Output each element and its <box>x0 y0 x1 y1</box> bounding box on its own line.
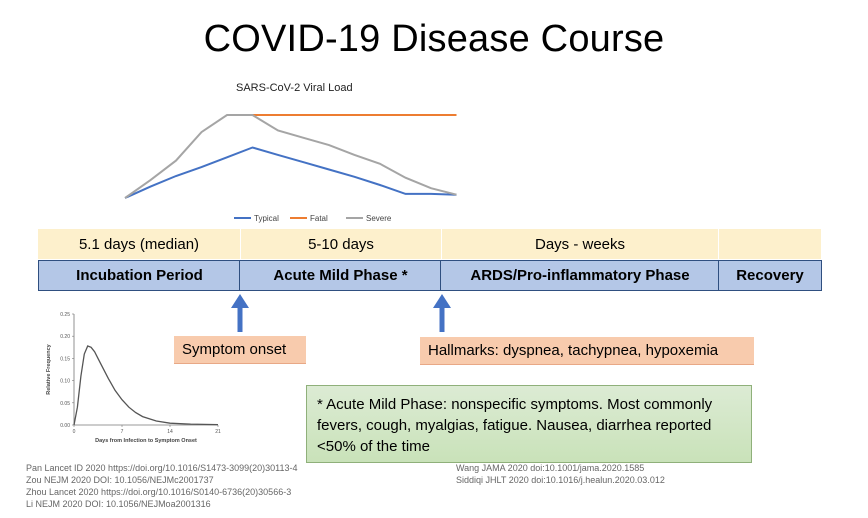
up-arrow-icon <box>433 294 451 332</box>
reference: Siddiqi JHLT 2020 doi:10.1016/j.healun.2… <box>456 475 665 485</box>
x-axis-label: Days from Infection to Symptom Onset <box>95 438 197 444</box>
x-tick-label: 21 <box>215 429 221 435</box>
y-tick-label: 0.00 <box>60 423 70 429</box>
symptom-onset-callout: Symptom onset <box>174 336 306 364</box>
reference: Pan Lancet ID 2020 https://doi.org/10.10… <box>26 463 298 473</box>
phase-acute-mild: Acute Mild Phase * <box>239 260 442 291</box>
incubation-density-line <box>73 345 219 426</box>
y-tick-label: 0.05 <box>60 401 70 407</box>
x-tick-label: 7 <box>121 429 124 435</box>
up-arrow-icon <box>231 294 249 332</box>
x-tick-label: 0 <box>73 429 76 435</box>
duration-ards: Days - weeks <box>442 229 718 259</box>
phase-incubation: Incubation Period <box>38 260 241 291</box>
series-line-severe <box>124 114 457 199</box>
hallmarks-callout: Hallmarks: dyspnea, tachypnea, hypoxemia <box>420 337 754 365</box>
reference: Zou NEJM 2020 DOI: 10.1056/NEJMc2001737 <box>26 475 214 485</box>
y-tick-label: 0.20 <box>60 334 70 340</box>
series-line-typical <box>124 146 457 199</box>
reference: Li NEJM 2020 DOI: 10.1056/NEJMoa2001316 <box>26 499 211 509</box>
viral-load-chart-title: SARS-CoV-2 Viral Load <box>236 82 353 94</box>
page-title: COVID-19 Disease Course <box>203 18 665 60</box>
duration-incubation: 5.1 days (median) <box>38 229 240 259</box>
legend-label-typical: Typical <box>254 214 279 223</box>
y-tick-label: 0.15 <box>60 356 70 362</box>
viral-load-chart: Typical Fatal Severe <box>124 114 457 223</box>
legend-label-fatal: Fatal <box>310 214 328 223</box>
reference: Wang JAMA 2020 doi:10.1001/jama.2020.158… <box>456 463 645 473</box>
x-tick-label: 14 <box>167 429 173 435</box>
phase-ards: ARDS/Pro-inflammatory Phase <box>440 260 720 291</box>
references-right: Wang JAMA 2020 doi:10.1001/jama.2020.158… <box>456 462 665 486</box>
duration-acute: 5-10 days <box>241 229 441 259</box>
y-tick-label: 0.25 <box>60 312 70 318</box>
incubation-distribution-chart: 0.00 0.05 0.10 0.15 0.20 0.25 0 7 14 21 Days from … <box>46 312 221 444</box>
legend-label-severe: Severe <box>366 214 392 223</box>
duration-recovery <box>719 229 821 259</box>
acute-phase-note: * Acute Mild Phase: nonspecific symptoms… <box>306 385 752 463</box>
y-tick-label: 0.10 <box>60 379 70 385</box>
phase-recovery: Recovery <box>718 260 822 291</box>
y-axis-label: Relative Frequency <box>46 343 52 394</box>
reference: Zhou Lancet 2020 https://doi.org/10.1016… <box>26 487 292 497</box>
references-left: Pan Lancet ID 2020 https://doi.org/10.10… <box>26 462 298 510</box>
